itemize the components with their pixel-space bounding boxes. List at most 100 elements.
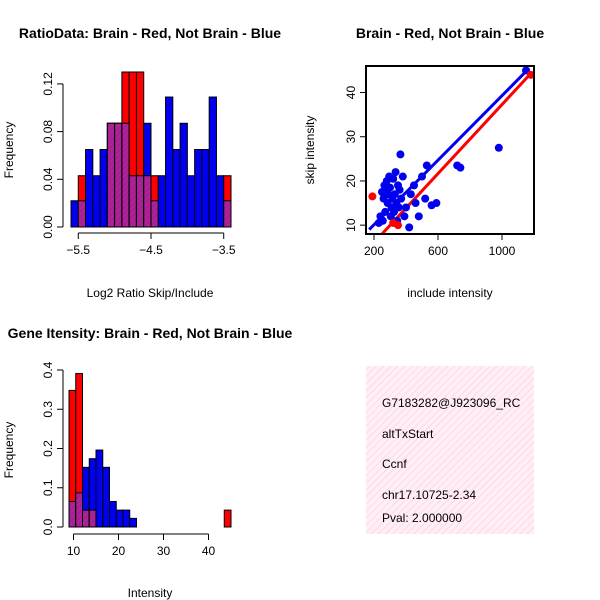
not-brain-point [394, 203, 403, 212]
y-tick-label: 0.04 [41, 167, 55, 191]
ratio-histogram-xlabel: Log2 Ratio Skip/Include [87, 286, 214, 300]
not-brain-bar [157, 175, 167, 228]
scatter-xlabel: include intensity [407, 286, 492, 300]
not-brain-bar [172, 149, 181, 228]
not-brain-point [406, 190, 415, 199]
overlap-hatch [137, 176, 143, 226]
not-brain-bar [95, 449, 104, 528]
not-brain-bar [208, 96, 217, 228]
overlap-hatch [144, 176, 150, 226]
x-tick-label: 10 [67, 544, 81, 558]
intensity-histogram-panel: Gene Itensity: Brain - Red, Not Brain - … [2, 325, 293, 600]
overlap-hatch [83, 511, 89, 526]
not-brain-point [418, 172, 426, 181]
overlap-hatch [90, 511, 95, 526]
y-tick-label: 30 [344, 130, 358, 144]
not-brain-bar [115, 509, 124, 528]
gene-name-text: Ccnf [382, 457, 407, 471]
y-tick-label: 40 [344, 86, 358, 100]
probe-info-box: G7183282@J923096_RC altTxStart Ccnf chr1… [366, 366, 534, 534]
x-tick-label: 20 [112, 544, 126, 558]
not-brain-point [411, 199, 420, 208]
x-tick-label: 30 [157, 544, 171, 558]
overlap-hatch [224, 201, 230, 226]
overlap-hatch [122, 124, 129, 226]
not-brain-point [405, 223, 414, 232]
scatter-ylabel: skip intensity [303, 116, 317, 185]
not-brain-point [494, 143, 503, 152]
x-tick-label: 200 [364, 244, 384, 258]
location-text: chr17.10725-2.34 [382, 488, 476, 502]
y-tick-label: 0.2 [41, 440, 55, 457]
scatter-axes: 200 600 1000 10 20 30 40 [344, 65, 535, 258]
y-tick-label: 0.4 [41, 361, 55, 378]
overlap-hatch [152, 201, 158, 226]
brain-point [526, 70, 535, 79]
ratio-histogram-ylabel: Frequency [2, 122, 16, 179]
brain-point [394, 221, 402, 230]
not-brain-bar [85, 149, 94, 228]
not-brain-point [402, 203, 410, 212]
not-brain-bar [122, 509, 131, 528]
y-tick-label: 0.3 [41, 401, 55, 418]
not-brain-point [421, 194, 430, 203]
ratio-histogram-bars [70, 71, 232, 228]
x-tick-label: 40 [202, 544, 216, 558]
overlap-hatch [70, 502, 75, 526]
x-tick-label: −3.5 [212, 243, 236, 257]
not-brain-point [422, 161, 431, 170]
not-brain-point [386, 183, 394, 192]
not-brain-bar [70, 200, 79, 228]
scatter-title: Brain - Red, Not Brain - Blue [356, 25, 544, 41]
probe-id-text: G7183282@J923096_RC [382, 396, 521, 410]
not-brain-bar [109, 500, 117, 528]
y-tick-label: 10 [344, 218, 358, 232]
intensity-histogram-title: Gene Itensity: Brain - Red, Not Brain - … [8, 325, 293, 341]
y-tick-label: 20 [344, 174, 358, 188]
overlap-hatch [76, 493, 82, 526]
not-brain-point [410, 181, 418, 190]
not-brain-point [400, 212, 409, 221]
not-brain-point [381, 207, 390, 216]
intensity-histogram-bars [68, 373, 232, 528]
x-tick-label: −4.5 [139, 243, 163, 257]
intensity-histogram-ylabel: Frequency [2, 422, 16, 479]
info-box-background [366, 366, 534, 534]
scatter-marks [368, 66, 535, 236]
not-brain-bar [92, 175, 101, 228]
not-brain-bar [215, 175, 225, 228]
brain-bar [223, 509, 232, 528]
not-brain-bar [129, 517, 137, 528]
overlap-hatch [130, 176, 136, 226]
x-tick-label: 600 [428, 244, 448, 258]
ratio-histogram-panel: RatioData: Brain - Red, Not Brain - Blue… [2, 25, 281, 300]
y-tick-label: 0.1 [41, 479, 55, 496]
not-brain-bar [165, 96, 174, 228]
y-tick-label: 0.00 [41, 215, 55, 239]
ratio-histogram-axes: −5.5 −4.5 −3.5 0.00 0.04 0.08 0.12 [41, 72, 236, 257]
ratio-histogram-title: RatioData: Brain - Red, Not Brain - Blue [19, 25, 281, 41]
intensity-histogram-axes: 10 20 30 40 0.0 0.1 0.2 0.3 0.4 [41, 361, 215, 558]
intensity-scatter-panel: Brain - Red, Not Brain - Blue 200 600 1000… [303, 25, 544, 300]
y-tick-label: 0.0 [41, 518, 55, 535]
y-tick-label: 0.08 [41, 120, 55, 144]
x-tick-label: −5.5 [66, 243, 90, 257]
not-brain-bar [179, 122, 188, 228]
overlap-hatch [79, 201, 85, 226]
not-brain-point [432, 199, 441, 208]
not-brain-bar [201, 149, 210, 228]
not-brain-bar [186, 175, 196, 228]
y-tick-label: 0.12 [41, 72, 55, 96]
intensity-histogram-xlabel: Intensity [128, 586, 173, 600]
not-brain-point [414, 212, 423, 221]
overlap-hatch [115, 124, 121, 226]
not-brain-point [398, 172, 407, 181]
pval-text: Pval: 2.000000 [382, 511, 462, 525]
not-brain-point [456, 163, 465, 172]
x-tick-label: 1000 [489, 244, 516, 258]
not-brain-point [391, 168, 400, 177]
not-brain-bar [194, 149, 203, 228]
not-brain-bar [102, 466, 110, 528]
event-type-text: altTxStart [382, 427, 434, 441]
